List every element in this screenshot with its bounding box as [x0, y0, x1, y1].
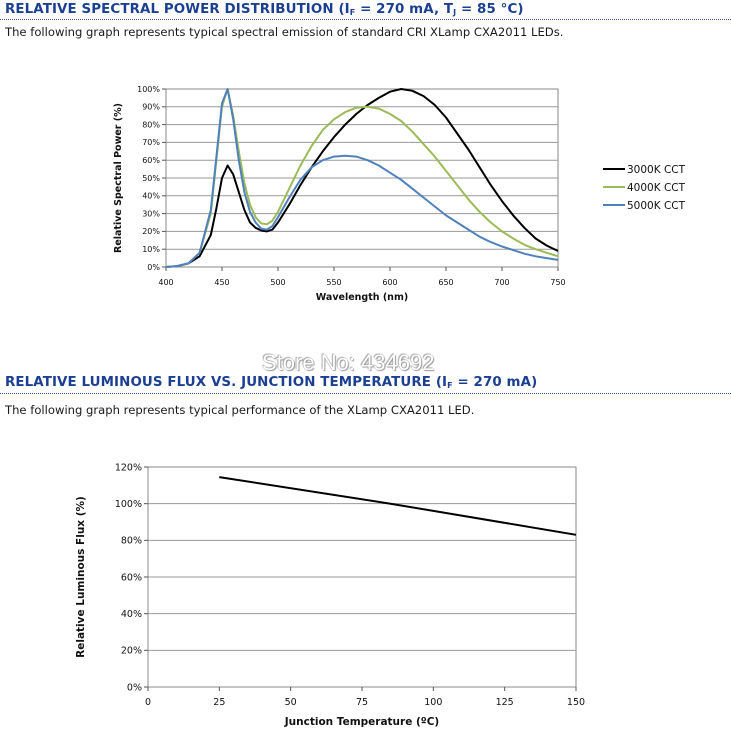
- x-tick-label: 150: [567, 697, 585, 708]
- y-tick-label: 90%: [142, 103, 160, 112]
- y-tick-label: 10%: [142, 245, 160, 254]
- x-tick-label: 500: [270, 278, 285, 287]
- section-divider: [0, 19, 731, 20]
- y-tick-label: 60%: [142, 156, 160, 165]
- spectral-power-chart: 0% 10% 20% 30% 40% 50% 60% 70% 80% 90% 100% 400 450 5…: [113, 85, 686, 303]
- title-subscript: F: [447, 381, 453, 390]
- title-text: = 270 mA): [452, 375, 538, 390]
- x-tick-label: 450: [214, 278, 229, 287]
- series-line-5000k-cct: [165, 88, 559, 268]
- y-tick-label: 20%: [142, 227, 160, 236]
- y-tick-label: 70%: [142, 138, 160, 147]
- x-tick-label: 400: [158, 278, 173, 287]
- y-tick-label: 0%: [127, 682, 142, 693]
- y-tick-label: 80%: [142, 120, 160, 129]
- store-watermark: Store No: 434692: [262, 350, 435, 375]
- x-tick-label: 600: [382, 278, 397, 287]
- y-tick-label: 100%: [137, 85, 160, 94]
- y-tick-label: 30%: [142, 209, 160, 218]
- y-tick-label: 100%: [115, 499, 142, 510]
- x-tick-label: 75: [356, 697, 368, 708]
- y-tick-label: 40%: [142, 192, 160, 201]
- series-line: [219, 476, 577, 536]
- series-line-3000k-cct: [165, 88, 559, 268]
- luminous-flux-chart: 0% 20% 40% 60% 80% 100% 120% 0 25 50 75 100 125 150 Ju…: [75, 462, 585, 728]
- title-text: RELATIVE LUMINOUS FLUX VS. JUNCTION TEMP…: [5, 375, 448, 390]
- x-axis-title: Wavelength (nm): [316, 292, 408, 303]
- x-tick-label: 700: [494, 278, 509, 287]
- y-tick-label: 120%: [115, 462, 142, 473]
- legend-label: 4000K CCT: [627, 182, 686, 194]
- section-title-flux: RELATIVE LUMINOUS FLUX VS. JUNCTION TEMP…: [5, 375, 537, 390]
- title-text: RELATIVE SPECTRAL POWER DISTRIBUTION (I: [5, 2, 350, 17]
- section-title-spectral: RELATIVE SPECTRAL POWER DISTRIBUTION (IF…: [5, 2, 524, 17]
- y-axis-title: Relative Spectral Power (%): [113, 103, 124, 253]
- section-description: The following graph represents typical s…: [5, 25, 564, 39]
- legend-label: 3000K CCT: [627, 164, 686, 176]
- legend-label: 5000K CCT: [627, 200, 686, 212]
- x-tick-label: 25: [213, 697, 225, 708]
- x-tick-label: 750: [550, 278, 565, 287]
- title-subscript: J: [453, 8, 457, 17]
- x-tick-label: 0: [145, 697, 151, 708]
- x-tick-label: 50: [285, 697, 297, 708]
- y-tick-label: 80%: [121, 536, 142, 547]
- section-divider: [0, 393, 731, 394]
- x-tick-label: 550: [326, 278, 341, 287]
- y-tick-label: 60%: [121, 572, 142, 583]
- x-tick-label: 125: [496, 697, 514, 708]
- y-tick-label: 40%: [121, 609, 142, 620]
- title-subscript: F: [349, 8, 356, 17]
- y-axis-title: Relative Luminous Flux (%): [75, 496, 87, 658]
- section-description: The following graph represents typical p…: [5, 403, 475, 417]
- x-axis-title: Junction Temperature (ºC): [284, 716, 439, 728]
- x-tick-label: 100: [424, 697, 442, 708]
- y-tick-label: 20%: [121, 646, 142, 657]
- title-text: = 85 °C): [456, 2, 524, 17]
- title-text: = 270 mA, T: [355, 2, 454, 17]
- y-tick-label: 0%: [147, 263, 160, 272]
- x-tick-label: 650: [438, 278, 453, 287]
- y-tick-label: 50%: [142, 174, 160, 183]
